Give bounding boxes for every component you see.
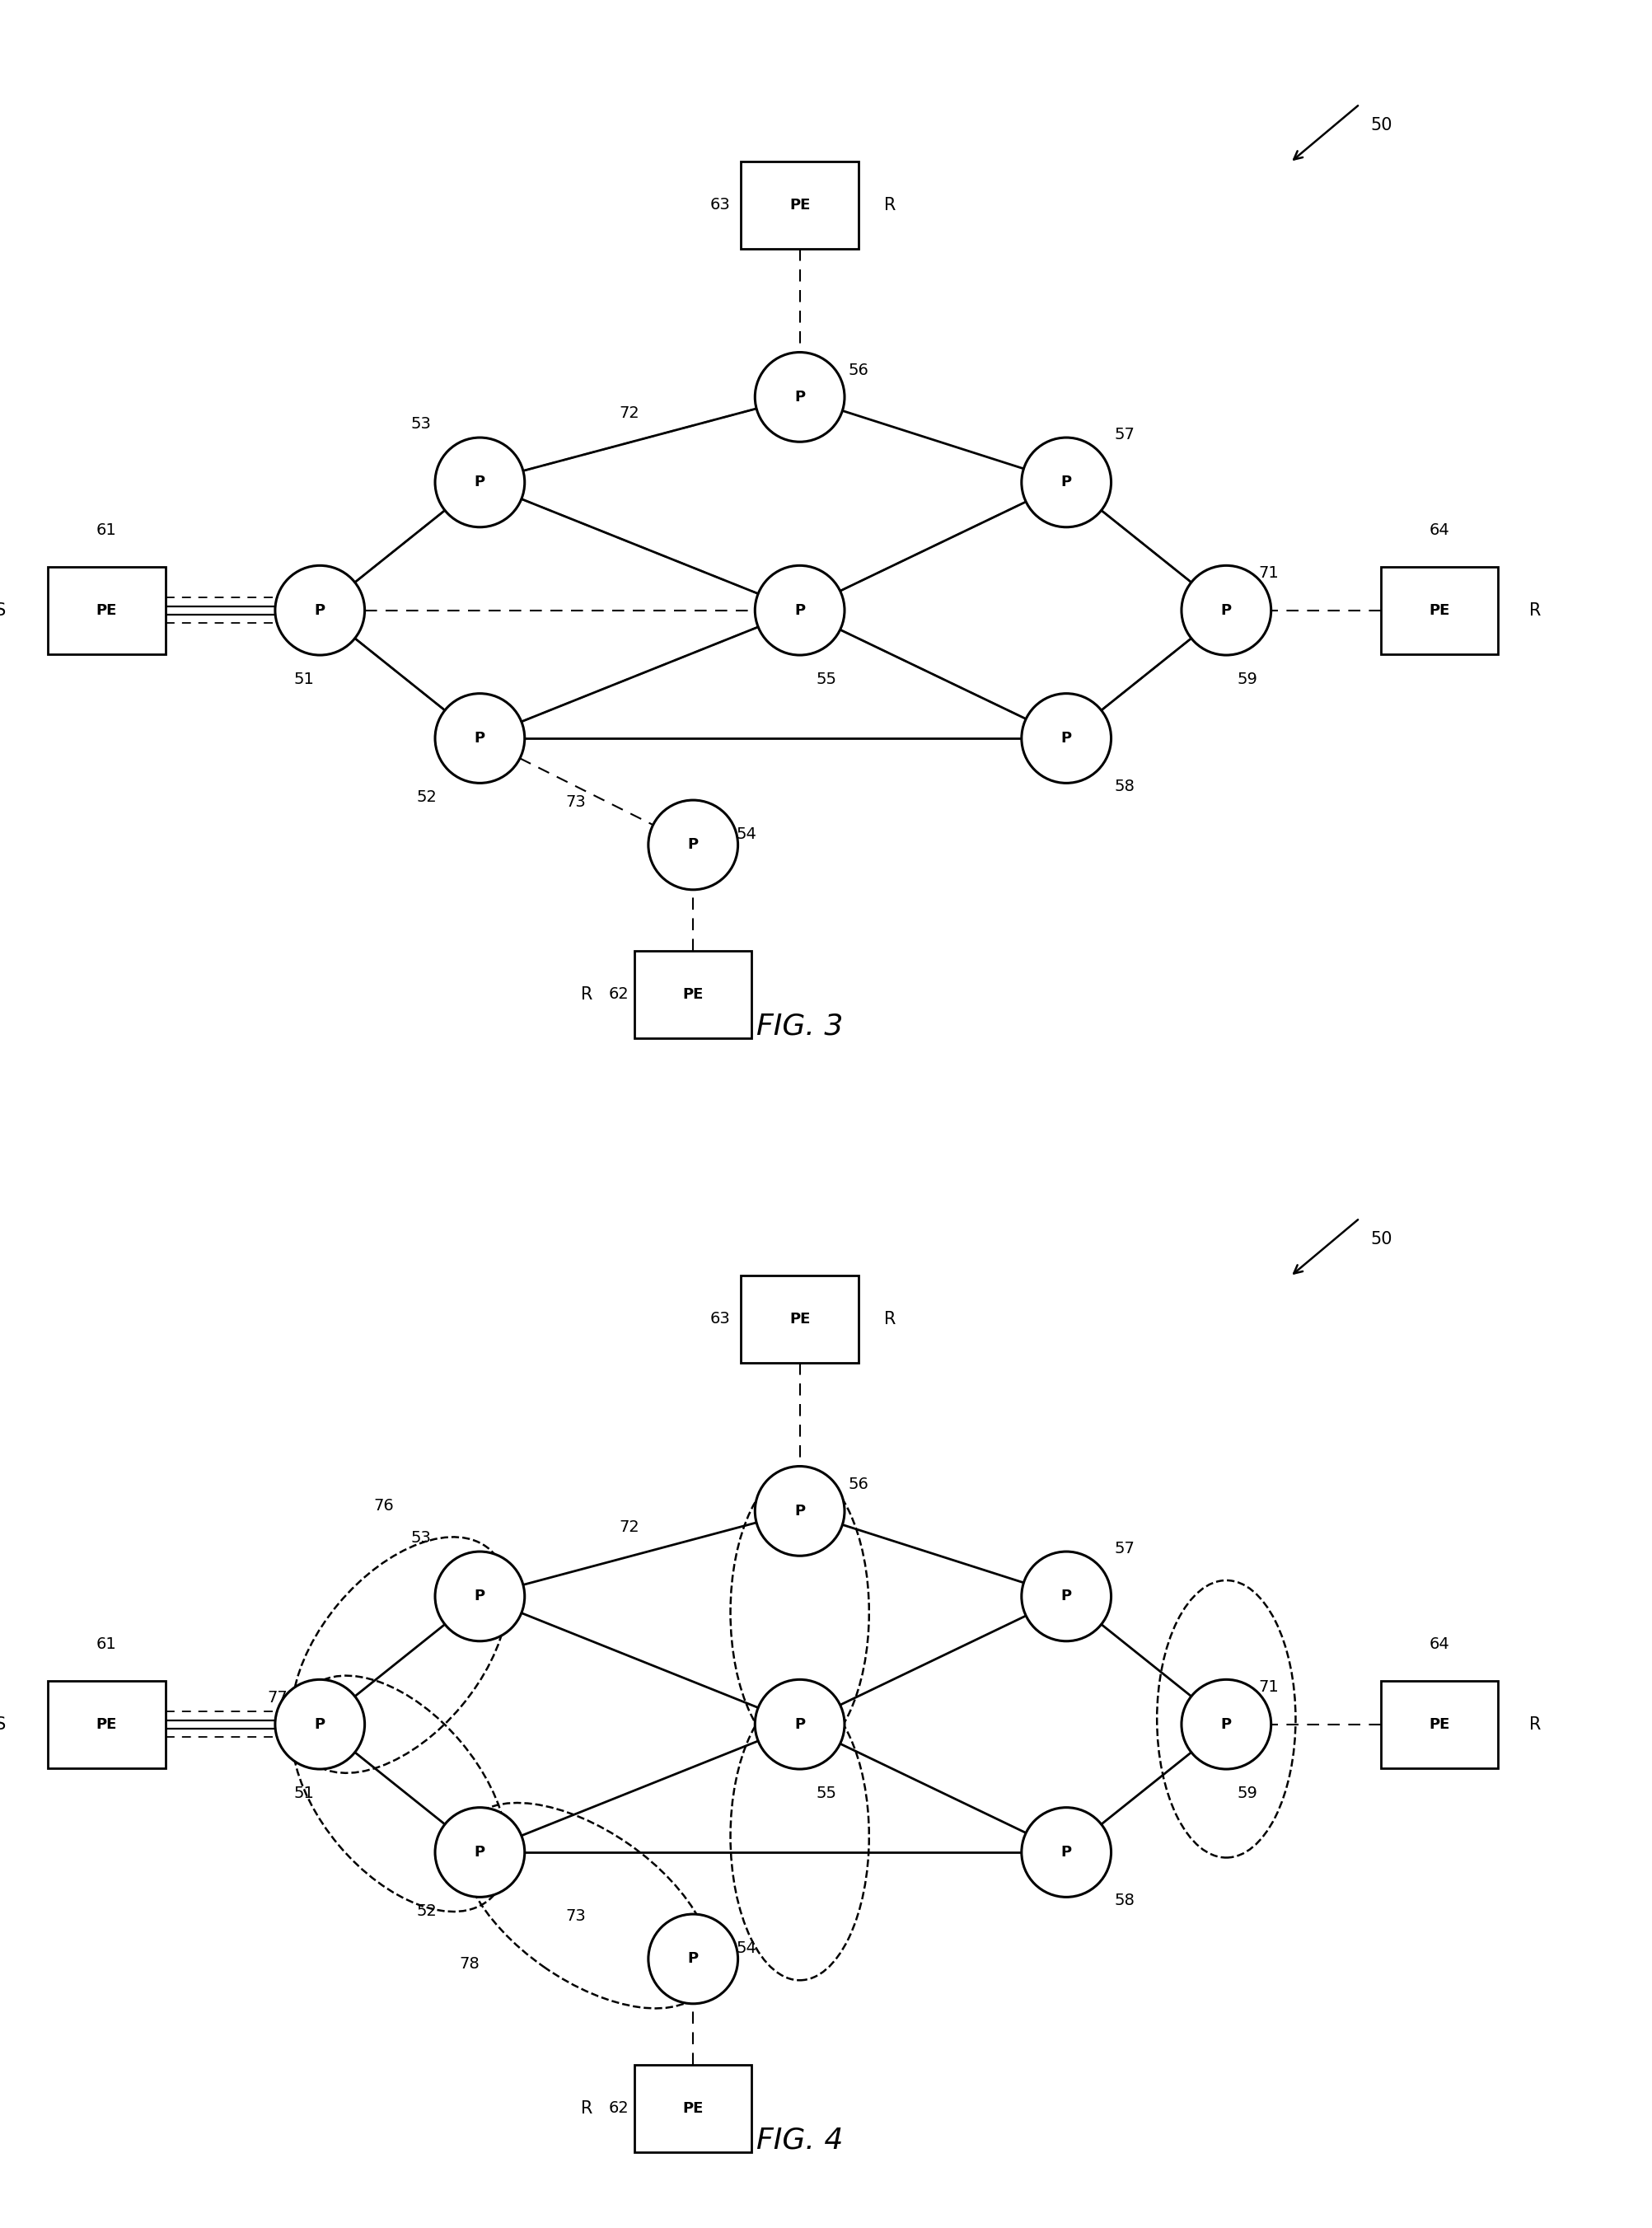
Text: PE: PE bbox=[1429, 604, 1449, 617]
Text: FIG. 4: FIG. 4 bbox=[757, 2126, 843, 2154]
Text: P: P bbox=[474, 1589, 486, 1604]
Text: R: R bbox=[1528, 602, 1541, 619]
Text: FIG. 3: FIG. 3 bbox=[757, 1012, 843, 1040]
Circle shape bbox=[274, 566, 365, 655]
Text: 52: 52 bbox=[416, 789, 436, 804]
Text: R: R bbox=[884, 1310, 895, 1328]
Text: P: P bbox=[1061, 1589, 1070, 1604]
Text: PE: PE bbox=[790, 1312, 809, 1326]
Bar bbox=[740, 160, 857, 250]
Text: 50: 50 bbox=[1370, 1230, 1391, 1248]
Text: 54: 54 bbox=[735, 1941, 757, 1956]
Text: P: P bbox=[1061, 731, 1070, 746]
Text: 53: 53 bbox=[411, 417, 431, 432]
Text: R: R bbox=[884, 196, 895, 214]
Bar bbox=[634, 951, 752, 1038]
Text: 72: 72 bbox=[618, 405, 639, 421]
Bar bbox=[740, 1274, 857, 1364]
Text: 51: 51 bbox=[294, 1787, 314, 1802]
Text: 52: 52 bbox=[416, 1903, 436, 1918]
Text: 56: 56 bbox=[847, 363, 869, 379]
Text: 59: 59 bbox=[1237, 673, 1257, 688]
Text: 55: 55 bbox=[816, 1787, 836, 1802]
Text: 76: 76 bbox=[373, 1497, 393, 1513]
Text: 57: 57 bbox=[1113, 1540, 1135, 1555]
Circle shape bbox=[434, 1807, 524, 1896]
Text: 78: 78 bbox=[459, 1956, 479, 1972]
Text: P: P bbox=[795, 1504, 805, 1519]
Text: P: P bbox=[1221, 1718, 1231, 1731]
Text: PE: PE bbox=[790, 198, 809, 212]
Text: P: P bbox=[1221, 604, 1231, 617]
Text: PE: PE bbox=[1429, 1718, 1449, 1731]
Circle shape bbox=[648, 1914, 737, 2003]
Circle shape bbox=[434, 693, 524, 782]
Circle shape bbox=[755, 1466, 844, 1555]
Circle shape bbox=[1021, 693, 1110, 782]
Text: 72: 72 bbox=[618, 1519, 639, 1535]
Circle shape bbox=[755, 1680, 844, 1769]
Text: P: P bbox=[795, 1718, 805, 1731]
Text: P: P bbox=[795, 604, 805, 617]
Text: 77: 77 bbox=[268, 1689, 287, 1704]
Text: 50: 50 bbox=[1370, 116, 1391, 134]
Text: 61: 61 bbox=[96, 1638, 117, 1653]
Text: 56: 56 bbox=[847, 1477, 869, 1493]
Circle shape bbox=[1021, 1551, 1110, 1642]
Text: 64: 64 bbox=[1429, 1638, 1449, 1653]
Circle shape bbox=[1021, 1807, 1110, 1896]
Text: P: P bbox=[687, 838, 699, 853]
Text: P: P bbox=[314, 1718, 325, 1731]
Circle shape bbox=[274, 1680, 365, 1769]
Text: 71: 71 bbox=[1259, 566, 1279, 582]
Text: S: S bbox=[0, 1716, 5, 1733]
Text: PE: PE bbox=[96, 604, 117, 617]
Text: 54: 54 bbox=[735, 827, 757, 842]
Text: P: P bbox=[474, 1845, 486, 1860]
Text: 58: 58 bbox=[1113, 1892, 1135, 1907]
Bar bbox=[1379, 566, 1497, 655]
Text: P: P bbox=[795, 390, 805, 405]
Text: 58: 58 bbox=[1113, 778, 1135, 793]
Text: R: R bbox=[580, 987, 591, 1003]
Circle shape bbox=[1021, 437, 1110, 528]
Text: P: P bbox=[1061, 475, 1070, 490]
Text: R: R bbox=[580, 2101, 591, 2117]
Circle shape bbox=[1181, 566, 1270, 655]
Text: P: P bbox=[474, 731, 486, 746]
Circle shape bbox=[1181, 1680, 1270, 1769]
Text: 61: 61 bbox=[96, 524, 117, 539]
Bar bbox=[48, 566, 165, 655]
Text: 53: 53 bbox=[411, 1531, 431, 1546]
Text: 62: 62 bbox=[608, 2101, 628, 2117]
Text: 73: 73 bbox=[565, 795, 586, 811]
Bar bbox=[634, 2065, 752, 2152]
Text: P: P bbox=[1061, 1845, 1070, 1860]
Circle shape bbox=[434, 437, 524, 528]
Text: R: R bbox=[1528, 1716, 1541, 1733]
Text: PE: PE bbox=[682, 987, 704, 1003]
Circle shape bbox=[434, 1551, 524, 1642]
Circle shape bbox=[648, 800, 737, 889]
Bar bbox=[1379, 1680, 1497, 1769]
Text: 55: 55 bbox=[816, 673, 836, 688]
Circle shape bbox=[755, 352, 844, 441]
Text: S: S bbox=[0, 602, 5, 619]
Text: 63: 63 bbox=[709, 198, 730, 214]
Text: 62: 62 bbox=[608, 987, 628, 1003]
Text: 73: 73 bbox=[565, 1909, 586, 1925]
Text: PE: PE bbox=[96, 1718, 117, 1731]
Text: 71: 71 bbox=[1259, 1680, 1279, 1696]
Text: P: P bbox=[314, 604, 325, 617]
Text: 63: 63 bbox=[709, 1312, 730, 1328]
Text: 59: 59 bbox=[1237, 1787, 1257, 1802]
Bar bbox=[48, 1680, 165, 1769]
Text: PE: PE bbox=[682, 2101, 704, 2117]
Circle shape bbox=[755, 566, 844, 655]
Text: 64: 64 bbox=[1429, 524, 1449, 539]
Text: P: P bbox=[687, 1952, 699, 1967]
Text: 51: 51 bbox=[294, 673, 314, 688]
Text: 57: 57 bbox=[1113, 426, 1135, 441]
Text: P: P bbox=[474, 475, 486, 490]
